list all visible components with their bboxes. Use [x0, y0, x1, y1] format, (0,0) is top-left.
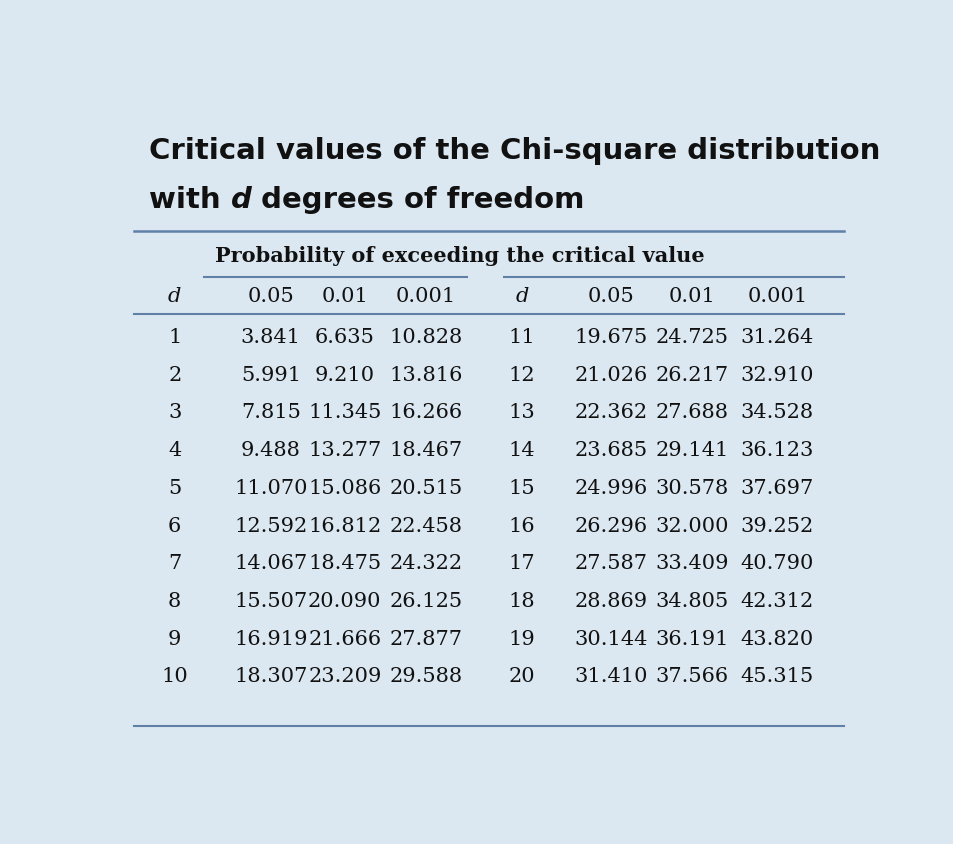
Text: 37.566: 37.566: [655, 667, 728, 685]
Text: 14: 14: [508, 441, 535, 459]
Text: 1: 1: [168, 327, 181, 346]
Text: 20.090: 20.090: [308, 592, 381, 610]
Text: d: d: [515, 286, 528, 306]
Text: 8: 8: [168, 592, 181, 610]
Text: 0.001: 0.001: [395, 286, 456, 306]
Text: 36.123: 36.123: [740, 441, 813, 459]
Text: Probability of exceeding the critical value: Probability of exceeding the critical va…: [215, 246, 704, 266]
Text: degrees of freedom: degrees of freedom: [252, 186, 584, 214]
Text: 10.828: 10.828: [389, 327, 462, 346]
Text: 13.816: 13.816: [389, 365, 462, 384]
Text: 24.322: 24.322: [389, 554, 462, 572]
Text: 0.01: 0.01: [321, 286, 368, 306]
Text: 27.587: 27.587: [574, 554, 647, 572]
Text: 9.488: 9.488: [240, 441, 300, 459]
Text: 0.05: 0.05: [247, 286, 294, 306]
Text: 11.345: 11.345: [308, 403, 381, 422]
Text: 12.592: 12.592: [233, 516, 307, 535]
Text: 5.991: 5.991: [240, 365, 300, 384]
Text: 18.475: 18.475: [308, 554, 381, 572]
Text: 6: 6: [168, 516, 181, 535]
Text: 11.070: 11.070: [233, 479, 307, 497]
Text: 19.675: 19.675: [574, 327, 647, 346]
Text: 16.919: 16.919: [233, 629, 307, 648]
Text: 9: 9: [168, 629, 181, 648]
Text: 16: 16: [508, 516, 535, 535]
Text: 34.528: 34.528: [740, 403, 813, 422]
Text: 43.820: 43.820: [740, 629, 813, 648]
Text: 0.001: 0.001: [746, 286, 806, 306]
Text: 42.312: 42.312: [740, 592, 813, 610]
Text: 29.588: 29.588: [389, 667, 462, 685]
Text: 5: 5: [168, 479, 181, 497]
Text: 14.067: 14.067: [233, 554, 307, 572]
Text: d: d: [231, 186, 252, 214]
Text: 11: 11: [508, 327, 535, 346]
Text: 17: 17: [508, 554, 535, 572]
Text: 18: 18: [508, 592, 535, 610]
Text: 24.725: 24.725: [655, 327, 728, 346]
Text: 18.467: 18.467: [389, 441, 462, 459]
Text: 13.277: 13.277: [308, 441, 381, 459]
Text: 23.685: 23.685: [574, 441, 647, 459]
Text: 30.144: 30.144: [574, 629, 647, 648]
Text: 3: 3: [168, 403, 181, 422]
Text: 15.507: 15.507: [233, 592, 307, 610]
Text: 40.790: 40.790: [740, 554, 813, 572]
Text: 27.877: 27.877: [389, 629, 462, 648]
Text: 19: 19: [508, 629, 535, 648]
Text: 20.515: 20.515: [389, 479, 462, 497]
Text: 21.026: 21.026: [574, 365, 647, 384]
Text: 24.996: 24.996: [574, 479, 647, 497]
Text: d: d: [168, 286, 181, 306]
Text: 30.578: 30.578: [655, 479, 728, 497]
Text: 37.697: 37.697: [740, 479, 813, 497]
Text: 15.086: 15.086: [308, 479, 381, 497]
Text: 29.141: 29.141: [655, 441, 728, 459]
Text: 45.315: 45.315: [740, 667, 813, 685]
Text: Critical values of the Chi-square distribution: Critical values of the Chi-square distri…: [149, 137, 880, 165]
Text: 9.210: 9.210: [314, 365, 375, 384]
Text: 31.264: 31.264: [740, 327, 813, 346]
Text: 16.266: 16.266: [389, 403, 462, 422]
Text: 27.688: 27.688: [655, 403, 728, 422]
Text: 7: 7: [168, 554, 181, 572]
Text: 7.815: 7.815: [240, 403, 300, 422]
Text: 33.409: 33.409: [655, 554, 728, 572]
Text: 28.869: 28.869: [574, 592, 647, 610]
Text: 23.209: 23.209: [308, 667, 381, 685]
Text: 15: 15: [508, 479, 535, 497]
Text: 22.362: 22.362: [574, 403, 647, 422]
Text: 26.125: 26.125: [389, 592, 462, 610]
Text: 26.217: 26.217: [655, 365, 728, 384]
Text: with: with: [149, 186, 231, 214]
Text: 3.841: 3.841: [240, 327, 300, 346]
Text: 4: 4: [168, 441, 181, 459]
Text: 10: 10: [161, 667, 188, 685]
Text: 0.01: 0.01: [668, 286, 715, 306]
Text: 6.635: 6.635: [314, 327, 375, 346]
Text: 18.307: 18.307: [233, 667, 307, 685]
Text: 32.000: 32.000: [655, 516, 728, 535]
Text: 22.458: 22.458: [389, 516, 462, 535]
Text: 0.05: 0.05: [587, 286, 634, 306]
Text: 12: 12: [508, 365, 535, 384]
Text: 13: 13: [508, 403, 535, 422]
Text: 32.910: 32.910: [740, 365, 813, 384]
Text: 20: 20: [508, 667, 535, 685]
Text: 26.296: 26.296: [574, 516, 647, 535]
Text: 34.805: 34.805: [655, 592, 728, 610]
Text: 31.410: 31.410: [574, 667, 647, 685]
Text: 36.191: 36.191: [655, 629, 728, 648]
Text: 21.666: 21.666: [308, 629, 381, 648]
Text: 16.812: 16.812: [308, 516, 381, 535]
Text: 39.252: 39.252: [740, 516, 813, 535]
Text: 2: 2: [168, 365, 181, 384]
